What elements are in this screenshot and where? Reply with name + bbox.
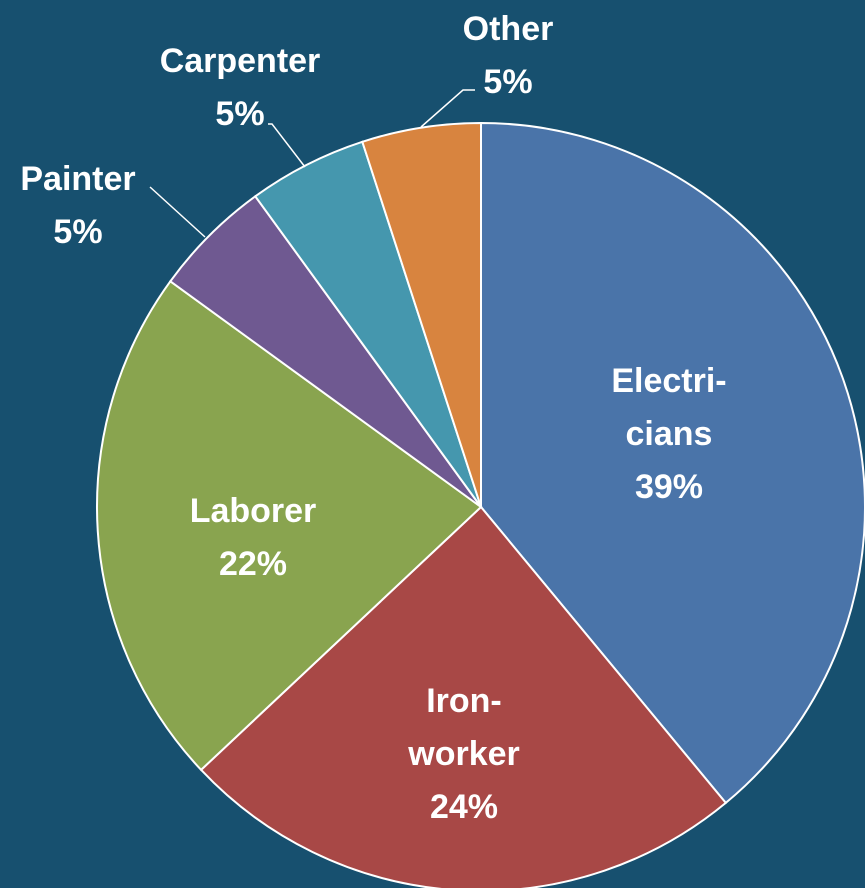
slice-value-label: 39% xyxy=(635,468,703,506)
slice-value-label: 5% xyxy=(53,213,102,251)
slice-name-label: Carpenter xyxy=(160,42,321,80)
slice-name-label: Laborer xyxy=(190,492,317,530)
slice-value-label: 22% xyxy=(219,545,287,583)
slice-label-other: Other 5% xyxy=(463,10,554,101)
leader-lines xyxy=(149,89,475,238)
slice-value-label: 5% xyxy=(483,63,532,101)
slice-name-label: worker xyxy=(407,735,520,773)
leader-line-other xyxy=(420,89,475,128)
slice-name-label: Other xyxy=(463,10,554,48)
slice-name-label: Electri- xyxy=(611,362,726,400)
slice-value-label: 5% xyxy=(215,95,264,133)
slice-labels: Electri-cians 39% Iron-worker 24% Laborer 22%… xyxy=(20,10,726,826)
pie-slice-laborer xyxy=(96,279,483,772)
pie-slice-other xyxy=(361,121,482,508)
pie-slices xyxy=(96,121,865,888)
slice-label-electricians: Electri-cians 39% xyxy=(611,362,726,506)
slice-name-label: cians xyxy=(626,415,713,453)
slice-label-painter: Painter 5% xyxy=(20,160,135,251)
slice-name-label: Iron- xyxy=(426,682,502,720)
leader-line-carpenter xyxy=(268,123,306,168)
pie-slice-ironworker xyxy=(199,505,728,888)
slice-label-laborer: Laborer 22% xyxy=(190,492,317,583)
pie-slice-electricians xyxy=(480,121,865,805)
leader-line-painter xyxy=(149,186,206,238)
slice-name-label: Painter xyxy=(20,160,135,198)
slice-label-carpenter: Carpenter 5% xyxy=(160,42,321,133)
slice-label-ironworker: Iron-worker 24% xyxy=(407,682,520,826)
slice-value-label: 24% xyxy=(430,788,498,826)
